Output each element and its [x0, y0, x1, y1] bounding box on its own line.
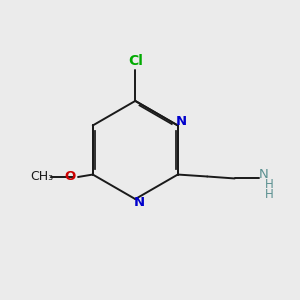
Text: CH₃: CH₃ [30, 170, 53, 184]
Text: Cl: Cl [128, 54, 143, 68]
Text: N: N [176, 115, 187, 128]
Text: H: H [265, 188, 273, 201]
Text: N: N [258, 168, 268, 181]
Text: O: O [64, 170, 76, 184]
Text: N: N [134, 196, 145, 209]
Text: H: H [265, 178, 273, 191]
